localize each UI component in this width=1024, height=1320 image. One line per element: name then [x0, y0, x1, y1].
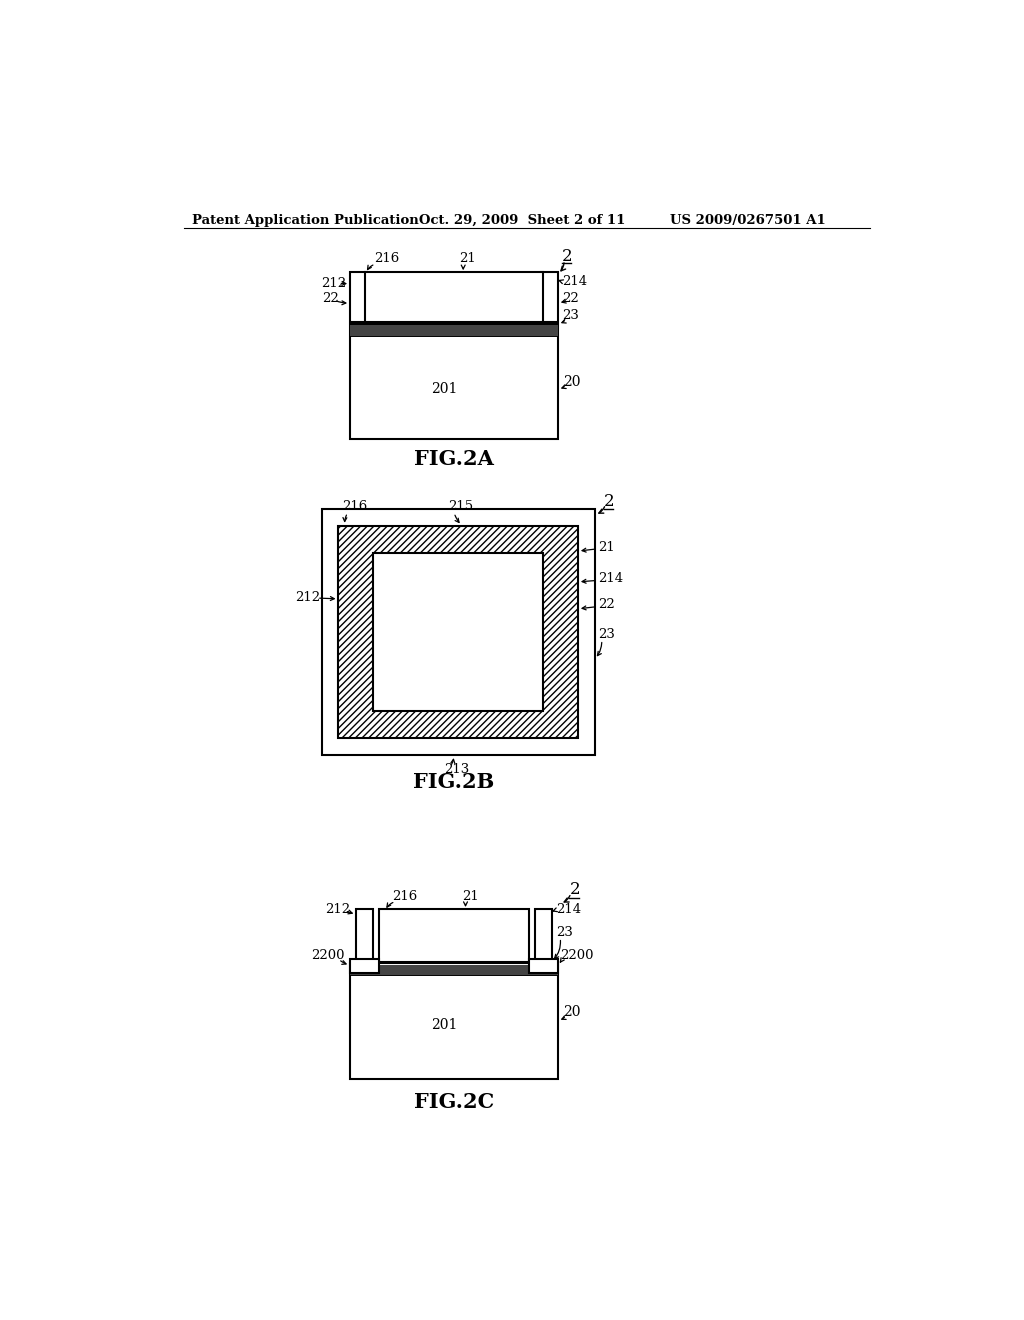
- Text: 213: 213: [444, 763, 469, 776]
- Text: FIG.2C: FIG.2C: [414, 1092, 495, 1111]
- Bar: [535, 909, 552, 961]
- Text: 2: 2: [569, 882, 580, 899]
- Text: 23: 23: [562, 309, 580, 322]
- Text: 20: 20: [563, 1005, 581, 1019]
- Text: 22: 22: [598, 598, 614, 611]
- Bar: [356, 909, 373, 961]
- Bar: [379, 909, 528, 961]
- Text: 22: 22: [562, 292, 580, 305]
- Text: 212: 212: [295, 591, 321, 603]
- Text: 215: 215: [447, 500, 473, 513]
- Bar: [339, 525, 578, 738]
- Text: FIG.2B: FIG.2B: [414, 772, 495, 792]
- Text: Patent Application Publication: Patent Application Publication: [193, 214, 419, 227]
- Text: Oct. 29, 2009  Sheet 2 of 11: Oct. 29, 2009 Sheet 2 of 11: [419, 214, 626, 227]
- Text: 201: 201: [431, 383, 458, 396]
- Bar: [350, 964, 558, 1078]
- Text: 211: 211: [427, 928, 453, 941]
- Bar: [528, 960, 558, 973]
- Text: 20: 20: [563, 375, 581, 388]
- Text: 2: 2: [562, 248, 572, 265]
- Text: US 2009/0267501 A1: US 2009/0267501 A1: [670, 214, 825, 227]
- Text: 216: 216: [342, 500, 368, 513]
- Bar: [541, 272, 558, 322]
- Text: 211: 211: [431, 301, 456, 314]
- Text: 201: 201: [431, 1018, 458, 1032]
- Bar: [350, 960, 379, 973]
- Text: 22: 22: [323, 292, 339, 305]
- Text: 214: 214: [598, 572, 623, 585]
- Text: 214: 214: [562, 275, 588, 288]
- Text: 23: 23: [556, 925, 573, 939]
- Bar: [350, 272, 367, 322]
- Bar: [373, 553, 544, 711]
- Text: FIG.2A: FIG.2A: [414, 449, 494, 469]
- Text: 23: 23: [598, 628, 614, 640]
- Bar: [350, 326, 558, 337]
- Text: 216: 216: [374, 252, 399, 265]
- Text: 2200: 2200: [560, 949, 594, 962]
- Text: 214: 214: [556, 903, 582, 916]
- Bar: [350, 323, 558, 440]
- Text: 2200: 2200: [311, 949, 345, 962]
- Text: 212: 212: [326, 903, 350, 916]
- Text: 21: 21: [462, 890, 478, 903]
- Bar: [366, 272, 543, 322]
- Text: 212: 212: [322, 277, 347, 289]
- Bar: [350, 965, 558, 975]
- Text: 21: 21: [460, 252, 476, 265]
- Bar: [322, 508, 595, 755]
- Text: 2: 2: [604, 492, 614, 510]
- Text: 21: 21: [598, 541, 614, 554]
- Text: 216: 216: [392, 890, 418, 903]
